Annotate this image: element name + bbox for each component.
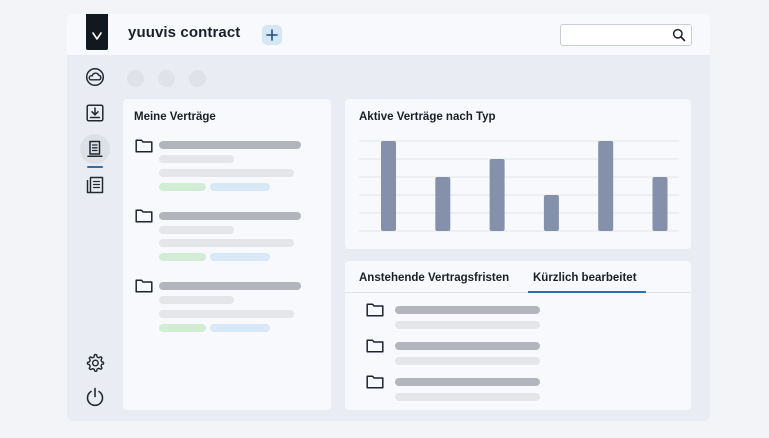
download-tray-icon <box>86 104 104 122</box>
item-meta-placeholder <box>159 169 294 177</box>
item-title-placeholder <box>159 141 301 149</box>
sidebar <box>67 55 119 421</box>
folder-icon <box>366 303 384 317</box>
folder-icon <box>135 279 153 293</box>
active-tab-indicator <box>528 291 646 293</box>
folder-icon <box>135 209 153 223</box>
bar-chart <box>359 140 679 232</box>
chart-bar[interactable] <box>652 177 668 231</box>
app-logo[interactable] <box>86 14 108 50</box>
item-tag-placeholder <box>159 183 206 191</box>
sidebar-item-contracts[interactable] <box>80 134 110 164</box>
item-meta-placeholder <box>395 357 540 365</box>
active-contracts-chart-card: Aktive Verträge nach Typ <box>345 99 691 249</box>
chart-title: Aktive Verträge nach Typ <box>359 111 496 123</box>
active-nav-indicator <box>87 166 103 168</box>
placeholder-dot <box>189 70 206 87</box>
folder-icon <box>366 375 384 389</box>
sidebar-item-cloud[interactable] <box>80 62 110 92</box>
item-tag-placeholder <box>210 253 270 261</box>
placeholder-dot <box>127 70 144 87</box>
cloud-icon <box>85 67 105 87</box>
placeholder-dot <box>158 70 175 87</box>
gear-icon <box>86 353 105 372</box>
item-meta-placeholder <box>159 155 234 163</box>
settings-button[interactable] <box>80 348 110 378</box>
my-contracts-title: Meine Verträge <box>134 111 216 123</box>
chart-bar[interactable] <box>543 195 559 231</box>
item-meta-placeholder <box>395 393 540 401</box>
item-meta-placeholder <box>159 296 234 304</box>
item-title-placeholder <box>395 378 540 386</box>
item-meta-placeholder <box>159 239 294 247</box>
item-title-placeholder <box>159 212 301 220</box>
chart-bar[interactable] <box>489 159 505 231</box>
chart-bar[interactable] <box>435 177 451 231</box>
sidebar-item-inbox[interactable] <box>80 98 110 128</box>
item-tag-placeholder <box>210 324 270 332</box>
chart-bar[interactable] <box>598 141 614 231</box>
sidebar-item-list[interactable] <box>80 170 110 200</box>
search-input[interactable] <box>560 24 692 46</box>
item-tag-placeholder <box>210 183 270 191</box>
top-bar: yuuvis contract <box>67 14 710 55</box>
item-tag-placeholder <box>159 324 206 332</box>
tab-recently-edited[interactable]: Kürzlich bearbeitet <box>533 272 637 284</box>
folder-icon <box>366 339 384 353</box>
plus-icon <box>266 29 278 41</box>
item-title-placeholder <box>159 282 301 290</box>
tab-divider <box>345 292 691 293</box>
logout-button[interactable] <box>80 382 110 412</box>
my-contracts-card: Meine Verträge <box>123 99 331 410</box>
search-icon[interactable] <box>672 28 686 42</box>
list-document-icon <box>86 176 104 194</box>
add-button[interactable] <box>262 25 282 45</box>
document-stack-icon <box>87 140 103 158</box>
app-title: yuuvis contract <box>128 24 241 41</box>
tab-upcoming-deadlines[interactable]: Anstehende Vertragsfristen <box>359 272 510 284</box>
item-title-placeholder <box>395 342 540 350</box>
app-window: yuuvis contract <box>67 14 710 421</box>
logo-v-icon <box>92 32 102 40</box>
tabs-card: Anstehende Vertragsfristen Kürzlich bear… <box>345 261 691 410</box>
item-title-placeholder <box>395 306 540 314</box>
item-meta-placeholder <box>395 321 540 329</box>
chart-bar[interactable] <box>381 141 396 231</box>
item-meta-placeholder <box>159 226 234 234</box>
power-icon <box>86 387 104 407</box>
item-meta-placeholder <box>159 310 294 318</box>
folder-icon <box>135 139 153 153</box>
item-tag-placeholder <box>159 253 206 261</box>
